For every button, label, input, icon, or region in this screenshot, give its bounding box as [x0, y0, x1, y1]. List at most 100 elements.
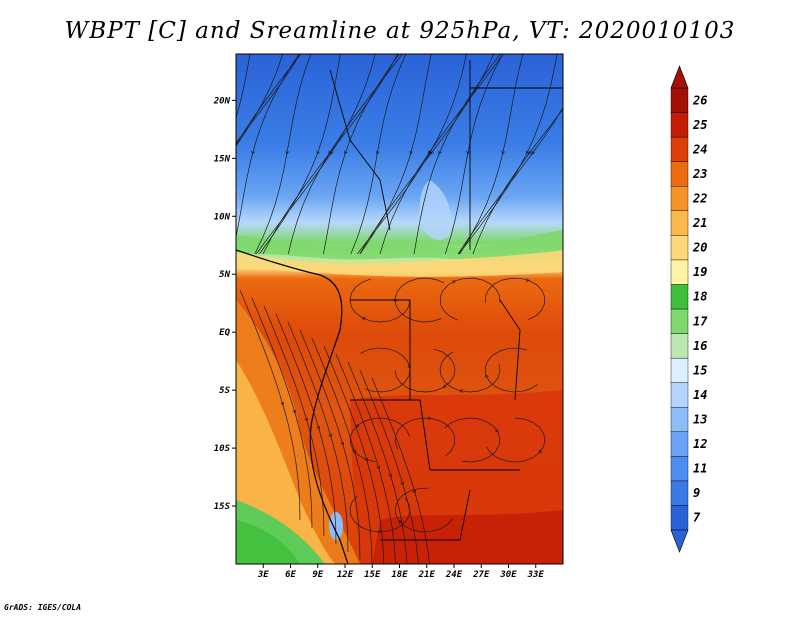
sahel-yellow-strip	[236, 250, 563, 277]
colorbar-swatch	[670, 357, 689, 383]
colorbar-label: 7	[693, 511, 701, 525]
x-axis: 3E 6E 9E 12E 15E 18E 21E 24E 27E 30E 33E	[257, 564, 545, 580]
colorbar-label: 19	[693, 265, 707, 279]
streamline-arrow	[528, 150, 532, 155]
streamline-arrow	[400, 481, 405, 486]
colorbar-label: 13	[693, 413, 707, 427]
colorbar-label: 14	[693, 388, 707, 402]
streamline-arrow	[361, 316, 366, 321]
colorbar-lower-extend	[670, 529, 689, 553]
streamline-arrow	[398, 520, 402, 524]
x-tick-label: 12E	[337, 570, 354, 580]
streamline-arrow	[328, 433, 333, 438]
colorbar-label: 23	[692, 167, 707, 181]
streamline-arrow	[376, 465, 381, 470]
x-tick-label: 15E	[364, 570, 381, 580]
colorbar-label: 9	[693, 486, 700, 500]
colorbar-label: 16	[693, 339, 707, 353]
coastline	[236, 249, 349, 564]
colorbar-label: 24	[692, 142, 707, 156]
streamline	[236, 54, 302, 146]
colorbar-label: 26	[692, 93, 707, 107]
streamline-arrow	[501, 150, 505, 155]
chart-title: WBPT [C] and Sreamline at 925hPa, VT: 20…	[64, 18, 736, 44]
y-tick-label: 15S	[214, 502, 231, 512]
streamline-arrow	[316, 150, 320, 155]
colorbar-swatch	[670, 431, 689, 457]
streamline-arrow	[531, 150, 535, 155]
streamline-arrow	[304, 417, 309, 422]
streamline-arrow	[355, 424, 360, 428]
y-tick-label: 20N	[213, 96, 231, 106]
colorbar-swatch	[670, 259, 689, 285]
streamline-arrow	[316, 425, 321, 430]
x-tick-label: 24E	[445, 570, 463, 580]
streamline-arrow	[340, 441, 345, 446]
streamline-arrow	[292, 409, 297, 414]
colorbar-swatch	[670, 161, 689, 187]
streamline-arrow	[525, 150, 530, 155]
colorbar-label: 11	[693, 462, 707, 476]
streamline-arrow	[442, 384, 447, 388]
streamline-arrow	[412, 489, 417, 494]
streamline-arrow	[230, 151, 233, 154]
colorbar-label: 20	[692, 241, 707, 255]
colorbar-swatch	[670, 186, 689, 211]
colorbar-label: 25	[692, 118, 707, 132]
colorbar-label: 18	[693, 290, 707, 304]
streamline	[236, 54, 251, 119]
colorbar-swatch	[670, 112, 689, 138]
streamline-arrow	[344, 150, 348, 155]
streamline-arrow	[430, 150, 434, 155]
streamline	[236, 54, 301, 144]
streamline-arrow	[352, 449, 357, 454]
streamline-arrow	[375, 150, 380, 155]
colorbar-swatch	[670, 284, 689, 310]
colorbar-label: 22	[692, 192, 707, 206]
colorbar-swatch	[670, 136, 689, 162]
streamline-arrow	[328, 150, 332, 155]
colorbar-label: 17	[693, 314, 708, 328]
streamline-arrow	[409, 150, 414, 155]
colorbar-swatch	[670, 87, 689, 113]
streamline-arrow	[428, 416, 432, 421]
country-borders	[329, 60, 563, 541]
streamlines	[230, 54, 563, 564]
colorbar-swatch	[670, 456, 689, 482]
y-tick-label: 15N	[214, 154, 231, 164]
y-tick-label: 5N	[219, 270, 230, 280]
streamline-arrow	[251, 150, 255, 155]
colorbar-swatch	[670, 505, 689, 531]
streamline-arrow	[494, 428, 499, 433]
streamline-arrow	[427, 150, 432, 155]
x-tick-label: 33E	[527, 570, 545, 580]
colorbar-label: 21	[692, 216, 707, 230]
colorbar-swatch	[670, 333, 689, 359]
colorbar-swatch	[670, 382, 689, 408]
colorbar-label: 12	[693, 437, 707, 451]
colorbar-swatch	[670, 235, 689, 261]
colorbar-upper-extend	[670, 65, 689, 89]
streamline-arrow	[285, 150, 290, 155]
x-tick-label: 9E	[312, 570, 323, 580]
x-tick-label: 21E	[418, 570, 436, 580]
sahel-green-strip	[236, 230, 563, 262]
streamline-arrow	[364, 457, 369, 462]
colorbar-swatch	[670, 210, 689, 236]
x-tick-label: 18E	[391, 570, 408, 580]
y-tick-label: EQ	[219, 328, 230, 338]
streamline-arrow	[393, 298, 398, 302]
streamline-arrow	[459, 389, 463, 393]
x-tick-label: 6E	[285, 570, 296, 580]
streamline-arrow	[438, 150, 442, 155]
y-tick-label: 5S	[219, 386, 230, 396]
x-tick-label: 30E	[499, 570, 517, 580]
streamline-arrow	[466, 150, 470, 155]
south-red-core	[372, 510, 563, 564]
y-axis: 20N 15N 10N 5N EQ 5S 10S 15S	[213, 96, 236, 512]
southwest-green-core	[236, 520, 300, 564]
northeast-light-patch	[419, 180, 452, 240]
streamline-arrow	[388, 473, 393, 478]
grads-credit: GrADS: IGES/COLA	[4, 603, 82, 612]
